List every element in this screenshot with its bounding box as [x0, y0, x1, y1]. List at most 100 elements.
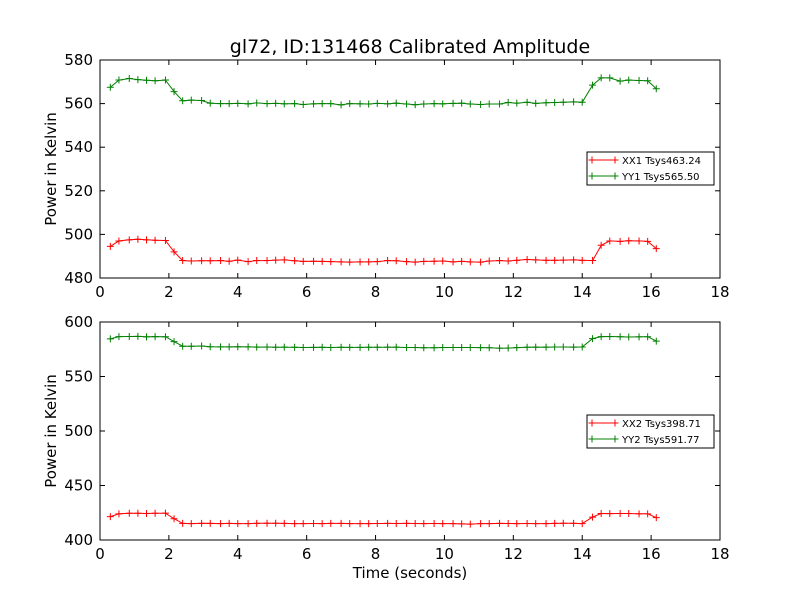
data-point-marker — [513, 520, 521, 528]
data-point-marker — [310, 343, 318, 351]
data-point-marker — [420, 344, 428, 352]
data-point-marker — [225, 519, 233, 527]
data-point-marker — [644, 510, 652, 518]
data-point-marker — [280, 343, 288, 351]
y-axis-label: Power in Kelvin — [42, 374, 60, 488]
legend-label: YY2 Tsys591.77 — [621, 435, 700, 446]
data-point-marker — [532, 520, 540, 528]
data-point-marker — [299, 520, 307, 528]
data-point-marker — [559, 519, 567, 527]
data-point-marker — [170, 515, 178, 523]
data-point-marker — [106, 83, 114, 91]
data-point-marker — [327, 258, 335, 266]
data-point-marker — [466, 520, 474, 528]
y-tick-label: 580 — [64, 51, 93, 69]
data-point-marker — [106, 513, 114, 521]
data-point-marker — [477, 258, 485, 266]
data-point-marker — [143, 76, 150, 84]
data-point-marker — [606, 510, 614, 518]
data-point-marker — [449, 344, 457, 352]
data-point-marker — [644, 77, 652, 85]
data-point-marker — [365, 100, 373, 108]
data-point-marker — [551, 343, 559, 351]
data-point-marker — [635, 237, 643, 245]
data-point-marker — [327, 344, 335, 352]
data-point-marker — [179, 342, 187, 350]
data-point-marker — [310, 100, 318, 108]
legend-marker — [611, 419, 619, 427]
x-tick-label: 10 — [435, 545, 454, 563]
legend-label: XX1 Tsys463.24 — [622, 156, 701, 167]
data-point-marker — [466, 344, 474, 352]
data-point-marker — [125, 332, 133, 340]
y-tick-label: 500 — [64, 225, 93, 243]
data-point-marker — [291, 343, 299, 351]
data-point-marker — [606, 74, 614, 82]
axes-frame — [99, 59, 721, 279]
data-point-marker — [635, 76, 643, 84]
x-tick-label: 18 — [710, 545, 729, 563]
data-point-marker — [272, 519, 280, 527]
data-point-marker — [439, 100, 447, 108]
data-point-marker — [392, 99, 400, 107]
data-point-marker — [578, 98, 586, 106]
data-point-marker — [496, 257, 504, 265]
data-point-marker — [125, 75, 133, 83]
y-tick-label: 400 — [64, 531, 93, 549]
data-point-marker — [346, 100, 354, 108]
data-point-marker — [542, 256, 550, 264]
data-point-marker — [635, 510, 643, 518]
data-point-marker — [244, 100, 252, 108]
data-point-marker — [206, 257, 214, 265]
data-point-marker — [244, 520, 252, 528]
data-point-marker — [504, 257, 512, 265]
data-point-marker — [291, 520, 299, 528]
data-point-marker — [106, 242, 114, 250]
data-point-marker — [244, 258, 252, 266]
data-point-marker — [337, 519, 345, 527]
data-point-marker — [652, 337, 660, 345]
x-tick-label: 6 — [302, 283, 312, 301]
data-point-marker — [458, 257, 466, 265]
y-axis-label: Power in Kelvin — [42, 112, 60, 226]
data-point-marker — [263, 343, 271, 351]
data-point-marker — [161, 509, 169, 517]
data-point-marker — [625, 333, 633, 341]
data-point-marker — [504, 520, 512, 528]
data-point-marker — [234, 256, 242, 264]
data-point-marker — [589, 257, 597, 265]
data-point-marker — [365, 343, 373, 351]
data-point-marker — [542, 99, 550, 107]
data-point-marker — [337, 258, 345, 266]
data-point-marker — [299, 344, 307, 352]
data-point-marker — [496, 100, 504, 108]
data-point-marker — [179, 257, 187, 265]
data-point-marker — [430, 520, 438, 528]
data-point-marker — [635, 333, 643, 341]
data-point-marker — [198, 519, 206, 527]
data-point-marker — [403, 519, 411, 527]
data-point-marker — [318, 257, 326, 265]
data-point-marker — [291, 100, 299, 108]
data-point-marker — [106, 335, 114, 343]
legend-box — [586, 151, 715, 186]
data-point-marker — [477, 100, 485, 108]
data-point-marker — [523, 520, 531, 528]
data-point-marker — [606, 237, 614, 245]
data-point-marker — [439, 520, 447, 528]
data-point-marker — [337, 343, 345, 351]
data-point-marker — [578, 520, 586, 528]
data-point-marker — [616, 510, 624, 518]
data-point-marker — [523, 255, 531, 263]
legend-marker — [611, 435, 619, 443]
axes-frame — [99, 321, 721, 541]
data-point-marker — [346, 520, 354, 528]
data-point-marker — [115, 333, 123, 341]
data-point-marker — [559, 98, 567, 106]
data-point-marker — [403, 258, 411, 266]
data-point-marker — [263, 519, 271, 527]
data-point-marker — [143, 510, 150, 518]
data-point-marker — [597, 510, 605, 518]
data-point-marker — [392, 343, 400, 351]
data-point-marker — [151, 333, 159, 341]
